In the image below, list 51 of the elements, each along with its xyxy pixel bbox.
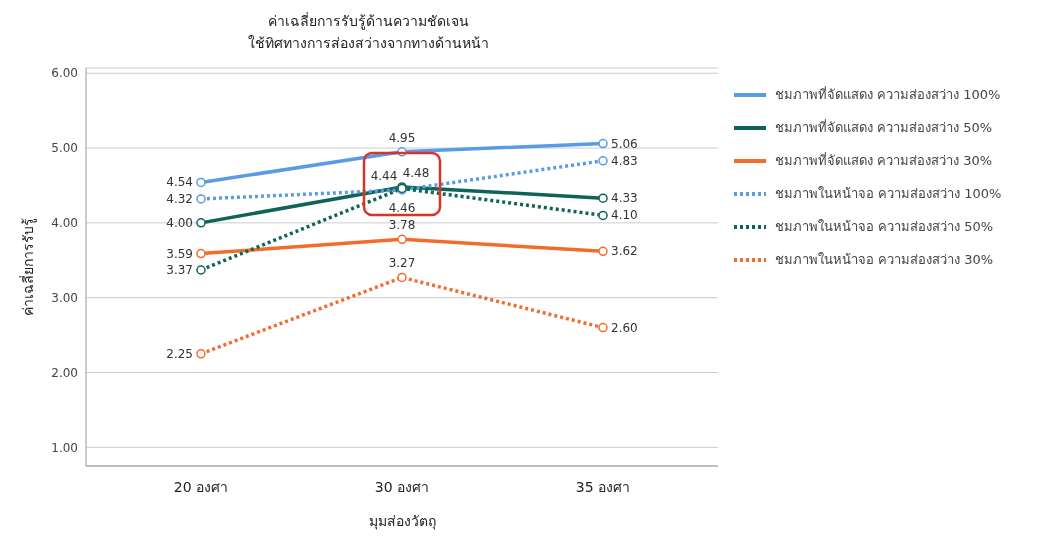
x-tick-label: 30 องศา — [374, 478, 430, 495]
point — [598, 210, 608, 221]
point — [196, 349, 206, 359]
y-tick-label: 1.00 — [51, 440, 78, 455]
legend-label: ชมภาพที่จัดแสดง ความส่องสว่าง 50% — [775, 118, 993, 137]
point — [598, 138, 608, 149]
legend-label: ชมภาพในหน้าจอ ความส่องสว่าง 30% — [775, 251, 994, 269]
data-label: 4.32 — [166, 191, 193, 206]
chart-subtitle: ใช้ทิศทางการส่องสว่างจากทางด้านหน้า — [246, 34, 490, 53]
x-axis-title: มุมส่องวัตถุ — [368, 513, 436, 530]
point — [196, 265, 206, 275]
data-label: 3.37 — [166, 262, 193, 277]
point — [598, 246, 608, 257]
y-tick-label: 5.00 — [51, 141, 78, 156]
legend-label: ชมภาพในหน้าจอ ความส่องสว่าง 100% — [775, 185, 1002, 203]
y-tick-label: 4.00 — [51, 216, 78, 231]
data-label: 3.78 — [388, 218, 416, 233]
point — [598, 156, 608, 166]
x-tick-label: 35 องศา — [575, 478, 631, 495]
point — [598, 322, 608, 333]
data-label: 4.48 — [402, 165, 430, 180]
y-tick-label: 2.00 — [51, 365, 78, 380]
data-label: 4.83 — [611, 153, 638, 168]
chart-title: ค่าเฉลี่ยการรับรู้ด้านความชัดเจน — [266, 11, 470, 32]
y-axis-title: ค่าเฉลี่ยการรับรู้ — [18, 218, 37, 316]
data-label: 4.54 — [166, 175, 193, 190]
point — [598, 193, 608, 203]
point — [397, 272, 407, 283]
point — [196, 194, 206, 204]
data-label: 4.10 — [611, 208, 638, 223]
point — [196, 177, 206, 188]
y-tick-label: 6.00 — [51, 66, 78, 81]
legend-label: ชมภาพที่จัดแสดง ความส่องสว่าง 100% — [775, 85, 1001, 104]
data-label: 4.00 — [166, 215, 193, 230]
point — [196, 248, 206, 259]
data-label: 4.95 — [388, 130, 416, 145]
data-label: 3.27 — [388, 256, 416, 271]
data-label: 2.60 — [611, 320, 638, 335]
point — [397, 234, 407, 245]
data-label: 2.25 — [166, 346, 193, 361]
data-label: 4.46 — [388, 201, 416, 216]
legend-label: ชมภาพในหน้าจอ ความส่องสว่าง 50% — [775, 218, 994, 236]
data-label: 4.44 — [370, 168, 398, 183]
legend-label: ชมภาพที่จัดแสดง ความส่องสว่าง 30% — [775, 151, 993, 170]
point — [196, 218, 206, 228]
data-label: 3.62 — [611, 244, 638, 259]
data-label: 3.59 — [166, 246, 193, 261]
y-tick-label: 3.00 — [51, 290, 78, 305]
x-tick-label: 20 องศา — [173, 478, 229, 495]
data-label: 4.33 — [611, 191, 638, 206]
data-label: 5.06 — [611, 136, 638, 151]
